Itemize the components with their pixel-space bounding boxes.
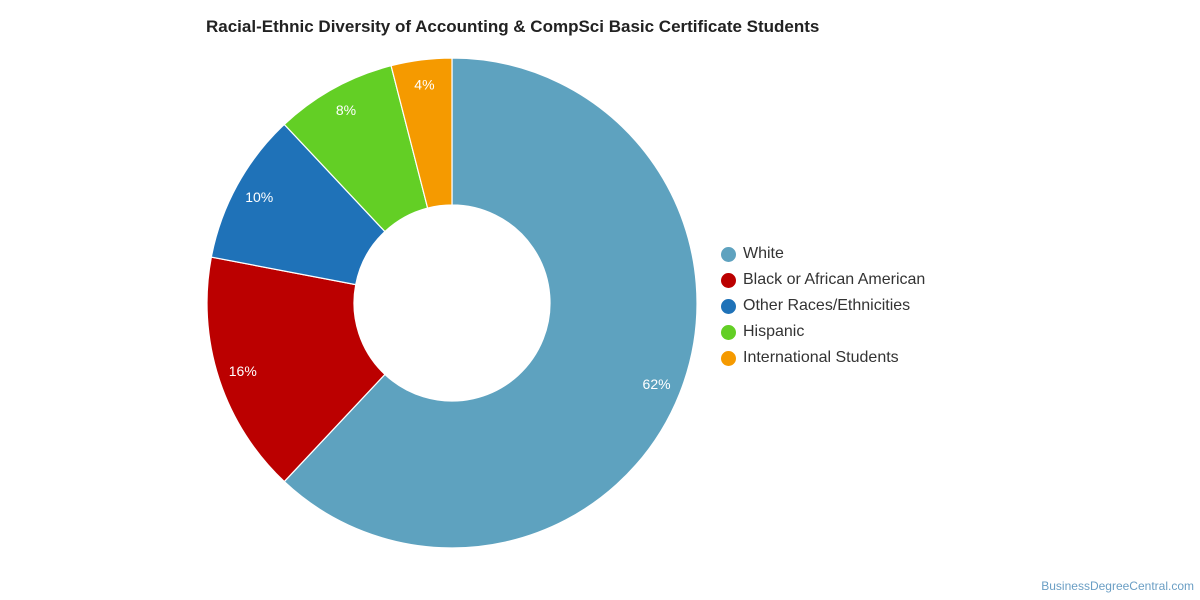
legend-label: White <box>743 245 784 262</box>
slice-label-other-races-ethnicities: 10% <box>245 189 273 205</box>
source-credit[interactable]: BusinessDegreeCentral.com <box>1041 579 1194 593</box>
legend-label: International Students <box>743 349 899 366</box>
legend-item-black-or-african-american[interactable]: Black or African American <box>721 267 925 293</box>
slices-group <box>206 57 698 549</box>
legend-label: Black or African American <box>743 271 926 288</box>
legend-swatch <box>721 246 736 262</box>
labels-group: 62% 16% 10% 8% 4% <box>229 77 671 392</box>
legend-swatch <box>721 324 736 340</box>
legend-swatch <box>721 272 736 288</box>
chart-title: Racial-Ethnic Diversity of Accounting & … <box>206 17 820 36</box>
slice-label-black-or-african-american: 16% <box>229 363 257 379</box>
legend-swatch <box>721 350 736 366</box>
slice-international-students[interactable] <box>390 57 453 209</box>
slice-black-or-african-american[interactable] <box>206 256 386 483</box>
slice-label-international-students: 4% <box>414 77 434 93</box>
slice-label-white: 62% <box>643 376 671 392</box>
slice-white[interactable] <box>283 57 698 549</box>
legend-item-hispanic[interactable]: Hispanic <box>721 319 925 345</box>
legend-label: Other Races/Ethnicities <box>743 297 911 314</box>
legend-label: Hispanic <box>743 323 805 340</box>
legend-item-international-students[interactable]: International Students <box>721 345 925 371</box>
legend-item-other-races-ethnicities[interactable]: Other Races/Ethnicities <box>721 293 925 319</box>
legend-swatch <box>721 298 736 314</box>
legend-item-white[interactable]: White <box>721 241 925 267</box>
slice-label-hispanic: 8% <box>336 102 356 118</box>
legend: White Black or African American Other Race… <box>721 241 925 371</box>
